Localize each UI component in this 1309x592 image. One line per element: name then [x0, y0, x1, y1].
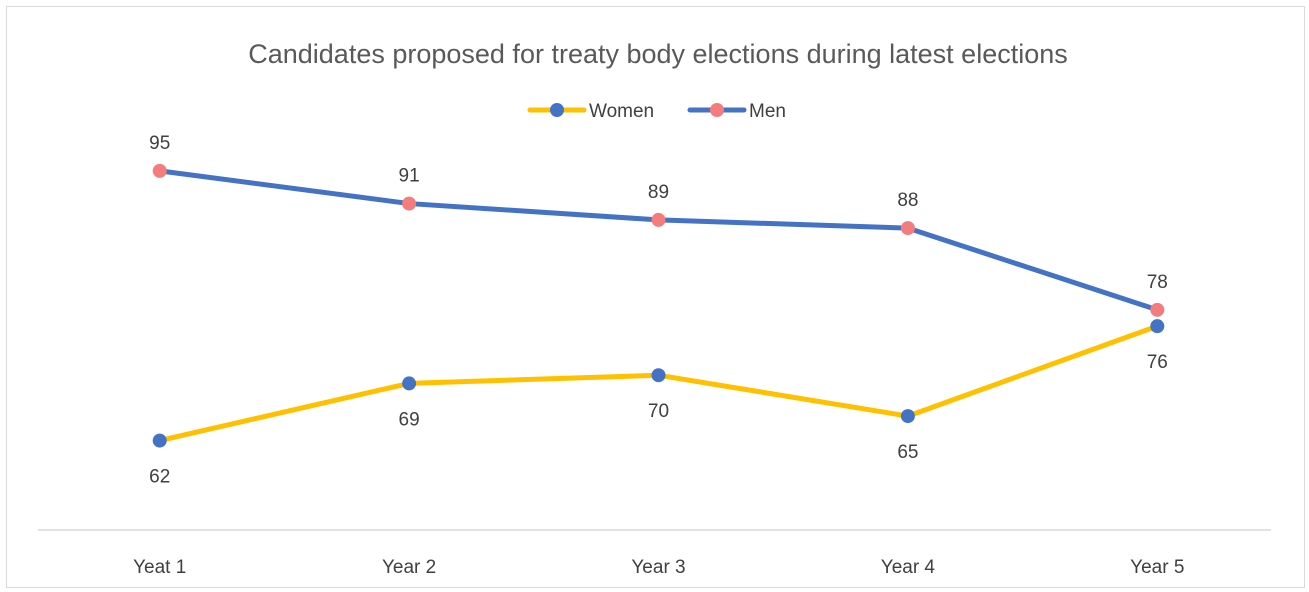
data-label-men: 95 [149, 133, 170, 154]
x-tick-label: Year 4 [881, 557, 936, 578]
data-label-men: 88 [897, 190, 918, 211]
x-axis-ticks: Yeat 1 Year 2 Year 3 Year 4 Year 5 [133, 557, 1184, 578]
data-point-women [152, 433, 167, 448]
data-label-men: 89 [648, 182, 669, 203]
series-group: 62 69 70 65 76 95 91 89 88 78 [149, 133, 1168, 488]
legend-marker-women [550, 103, 564, 117]
chart-frame [6, 6, 1305, 588]
x-tick-label: Year 5 [1130, 557, 1184, 578]
data-point-women [900, 409, 915, 424]
data-point-men [1150, 302, 1165, 317]
data-label-men: 91 [399, 166, 420, 187]
data-point-women [402, 376, 417, 391]
data-label-women: 70 [648, 401, 669, 422]
data-point-men [651, 212, 666, 227]
x-tick-label: Yeat 1 [133, 557, 186, 578]
chart-title: Candidates proposed for treaty body elec… [248, 39, 1068, 69]
series-line-women [157, 323, 1160, 444]
x-tick-label: Year 2 [382, 557, 436, 578]
data-label-women: 69 [399, 409, 420, 430]
data-point-men [152, 163, 167, 178]
data-point-men [900, 221, 915, 236]
legend-marker-men [710, 103, 724, 117]
data-point-women [1150, 319, 1165, 334]
legend-label-women: Women [589, 101, 654, 122]
data-label-women: 76 [1147, 352, 1168, 373]
legend: Women Men [527, 101, 786, 122]
data-label-women: 65 [897, 442, 918, 463]
data-point-men [402, 196, 417, 211]
legend-label-men: Men [749, 101, 786, 122]
data-label-women: 62 [149, 467, 170, 488]
data-label-men: 78 [1147, 272, 1168, 293]
x-tick-label: Year 3 [631, 557, 685, 578]
data-point-women [651, 368, 666, 383]
